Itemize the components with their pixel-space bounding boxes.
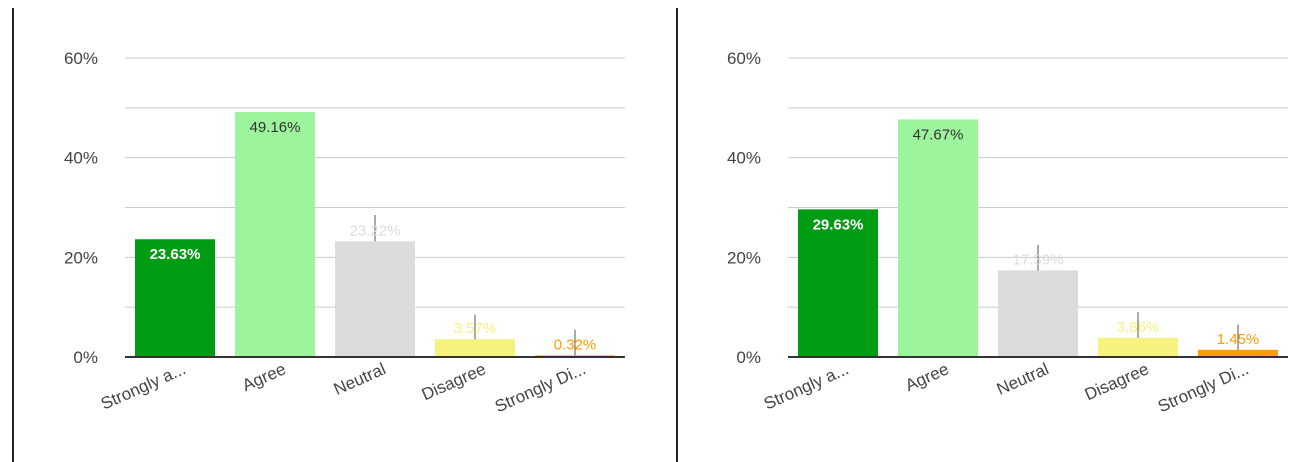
category-label: Strongly Di...: [1155, 359, 1252, 416]
data-label: 3.57%: [454, 320, 497, 337]
bar[interactable]: [335, 241, 415, 357]
bar-chart-left: 0% 20% 40% 60% 23.63% Strongly a... 49.16% Agre…: [64, 49, 625, 416]
bar[interactable]: [435, 339, 515, 357]
category-label: Neutral: [331, 359, 389, 399]
y-tick-label: 20%: [727, 248, 761, 267]
left-panel-divider: [12, 8, 14, 462]
bar[interactable]: [1198, 349, 1278, 357]
bar[interactable]: [898, 119, 978, 357]
category-label: Agree: [239, 359, 288, 395]
category-label: Strongly a...: [761, 359, 852, 413]
y-tick-label: 0%: [73, 348, 98, 367]
bar[interactable]: [235, 112, 315, 357]
bar[interactable]: [135, 239, 215, 357]
data-label: 23.63%: [150, 246, 201, 263]
data-label: 49.16%: [250, 119, 301, 136]
category-label: Agree: [902, 359, 951, 395]
data-label: 47.67%: [913, 126, 964, 143]
bar[interactable]: [1098, 337, 1178, 357]
y-tick-label: 0%: [736, 348, 761, 367]
data-label: 3.86%: [1117, 319, 1160, 336]
y-tick-label: 20%: [64, 248, 98, 267]
y-tick-label: 60%: [64, 49, 98, 68]
category-label: Strongly Di...: [492, 359, 589, 416]
data-label: 29.63%: [813, 216, 864, 233]
category-label: Disagree: [1082, 359, 1152, 404]
y-tick-label: 40%: [64, 149, 98, 168]
middle-panel-divider: [676, 8, 678, 462]
category-label: Neutral: [994, 359, 1052, 399]
category-label: Strongly a...: [98, 359, 189, 413]
data-label: 1.45%: [1217, 331, 1260, 348]
bar[interactable]: [798, 209, 878, 357]
bar-chart-right: 0% 20% 40% 60% 29.63% Strongly a... 47.67% Agre…: [727, 49, 1288, 416]
data-label: 17.39%: [1013, 251, 1064, 268]
data-label: 0.32%: [554, 336, 597, 353]
y-tick-label: 40%: [727, 149, 761, 168]
category-label: Disagree: [419, 359, 489, 404]
bar[interactable]: [998, 270, 1078, 357]
y-tick-label: 60%: [727, 49, 761, 68]
data-label: 23.22%: [350, 222, 401, 239]
